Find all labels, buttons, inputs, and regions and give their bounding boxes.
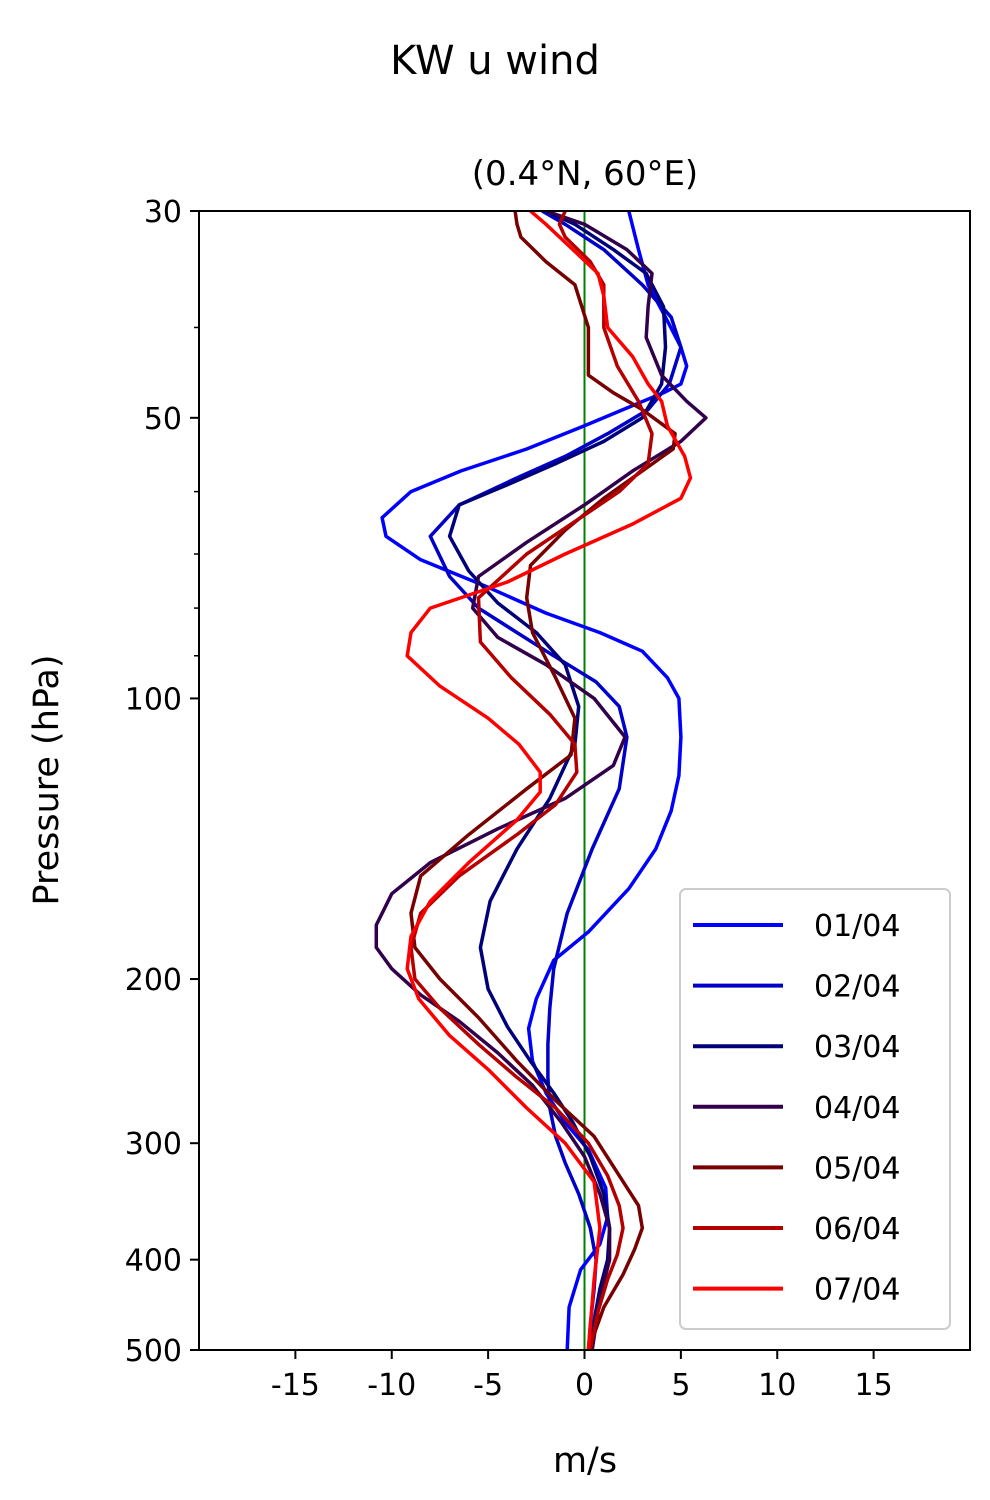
- legend-entry-label: 07/04: [814, 1273, 900, 1308]
- legend-entry-label: 04/04: [814, 1091, 900, 1126]
- y-tick-label: 100: [125, 682, 182, 717]
- x-tick-label: 15: [855, 1368, 893, 1403]
- series-line-6: [409, 211, 654, 1350]
- x-tick-label: 0: [575, 1368, 594, 1403]
- legend-entry-label: 06/04: [814, 1212, 900, 1247]
- series-line-5: [409, 211, 677, 1350]
- legend-entry-label: 02/04: [814, 970, 900, 1005]
- series-line-4: [374, 211, 708, 1350]
- axis-layer: -15 -10 -5 0 5 10 15 30 50 100 200 300 400 500: [125, 195, 893, 1403]
- x-tick-label: -15: [271, 1368, 320, 1403]
- legend-entry-label: 01/04: [814, 909, 900, 944]
- x-tick-label: -10: [367, 1368, 416, 1403]
- series-line-1: [380, 211, 689, 1350]
- legend-frame: [679, 888, 951, 1330]
- series-line-7: [405, 211, 693, 1350]
- x-axis-label: m/s: [553, 1441, 617, 1481]
- y-tick-label: 500: [125, 1334, 182, 1369]
- x-tick-label: 5: [671, 1368, 690, 1403]
- y-tick-label: 200: [125, 963, 182, 998]
- y-tick-label: 400: [125, 1244, 182, 1279]
- x-tick-label: 10: [758, 1368, 796, 1403]
- y-tick-label: 300: [125, 1127, 182, 1162]
- y-axis-label: Pressure (hPa): [27, 654, 67, 905]
- series-line-3: [447, 211, 668, 1350]
- legend-entry-label: 05/04: [814, 1151, 900, 1186]
- axes-title: (0.4°N, 60°E): [472, 154, 698, 194]
- y-tick-label: 50: [144, 402, 182, 437]
- legend-entry-label: 03/04: [814, 1030, 900, 1065]
- series-line-2: [428, 211, 683, 1350]
- plot-frame: [198, 210, 971, 1351]
- series-layer: [374, 211, 708, 1350]
- legend: 01/04 02/04 03/04 04/04 05/04 06/04 07/04: [679, 888, 951, 1330]
- figure-title: KW u wind: [390, 38, 600, 84]
- x-tick-label: -5: [473, 1368, 503, 1403]
- y-tick-label: 30: [144, 195, 182, 230]
